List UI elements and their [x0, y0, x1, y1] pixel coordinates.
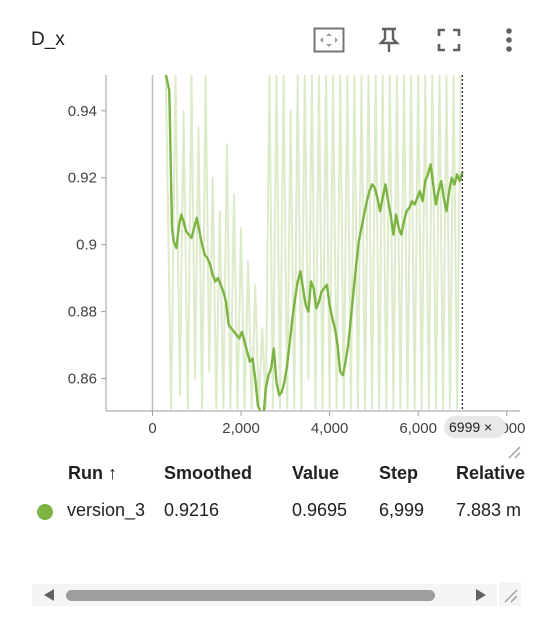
cell-run: version_3 [67, 500, 146, 520]
col-smoothed[interactable]: Smoothed [164, 463, 252, 483]
x-tick-label: 0 [148, 420, 156, 437]
series-line-smoothed [164, 75, 464, 411]
table-horizontal-scrollbar[interactable] [32, 584, 497, 606]
chart-resize-icon[interactable] [506, 444, 522, 460]
col-relative[interactable]: Relative [456, 463, 526, 483]
y-tick-label: 0.9 [76, 237, 97, 254]
cell-smoothed: 0.9216 [164, 500, 220, 520]
scroll-left-arrow-icon[interactable] [44, 589, 54, 601]
scroll-right-arrow-icon[interactable] [476, 589, 486, 601]
cell-step: 6,999 [379, 500, 425, 520]
fullscreen-icon [437, 28, 461, 52]
y-tick-label: 0.86 [68, 371, 97, 388]
table-resize-handle[interactable] [499, 582, 521, 606]
y-tick-label: 0.94 [68, 103, 97, 120]
cell-relative: 7.883 m [456, 500, 522, 520]
line-chart[interactable]: 0.940.920.90.880.860 2,000 4,000 6,000 8,000 [0, 70, 553, 450]
pin-icon [378, 27, 400, 52]
pin-button[interactable] [372, 24, 406, 56]
run-color-swatch [37, 504, 53, 520]
x-tick-label: 2,000 [222, 420, 260, 437]
col-run[interactable]: Run ↑ [68, 463, 117, 483]
more-vert-icon [506, 28, 512, 52]
x-tick-label: 4,000 [311, 420, 349, 437]
scrollbar-thumb[interactable] [66, 590, 435, 601]
fit-domain-icon [313, 27, 345, 53]
fullscreen-button[interactable] [432, 24, 466, 56]
hover-step-chip[interactable]: 6999 × [444, 416, 506, 438]
fit-domain-button[interactable] [312, 24, 346, 56]
col-value[interactable]: Value [292, 463, 340, 483]
series-line-raw [164, 75, 462, 410]
more-options-button[interactable] [492, 24, 526, 56]
col-step[interactable]: Step [379, 463, 419, 483]
cell-value: 0.9695 [292, 500, 348, 520]
x-tick-label: 6,000 [399, 420, 437, 437]
y-tick-label: 0.92 [68, 170, 97, 187]
y-tick-label: 0.88 [68, 304, 97, 321]
chart-area[interactable]: 0.94 0.92 0.9 0.88 0.86 0 2,000 4,000 6,000 8,000 [0, 70, 553, 450]
card-title: D_x [31, 29, 65, 50]
resize-handle-icon [504, 589, 518, 603]
